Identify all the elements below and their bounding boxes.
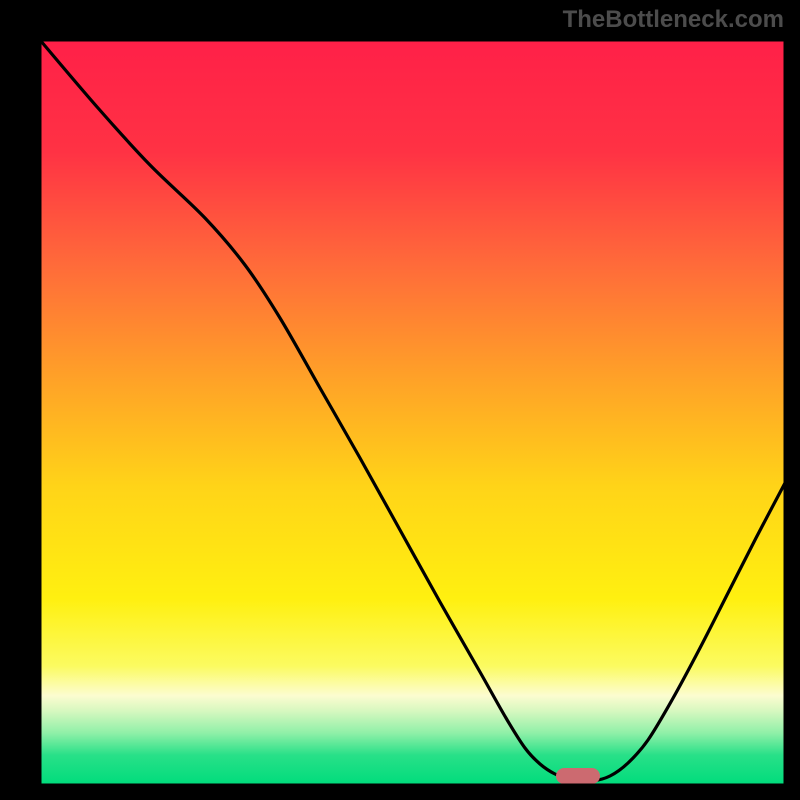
plot-gradient-background [40,40,785,785]
bottleneck-chart [0,0,800,800]
sweet-spot-marker [556,768,600,784]
watermark-text: TheBottleneck.com [563,6,784,34]
